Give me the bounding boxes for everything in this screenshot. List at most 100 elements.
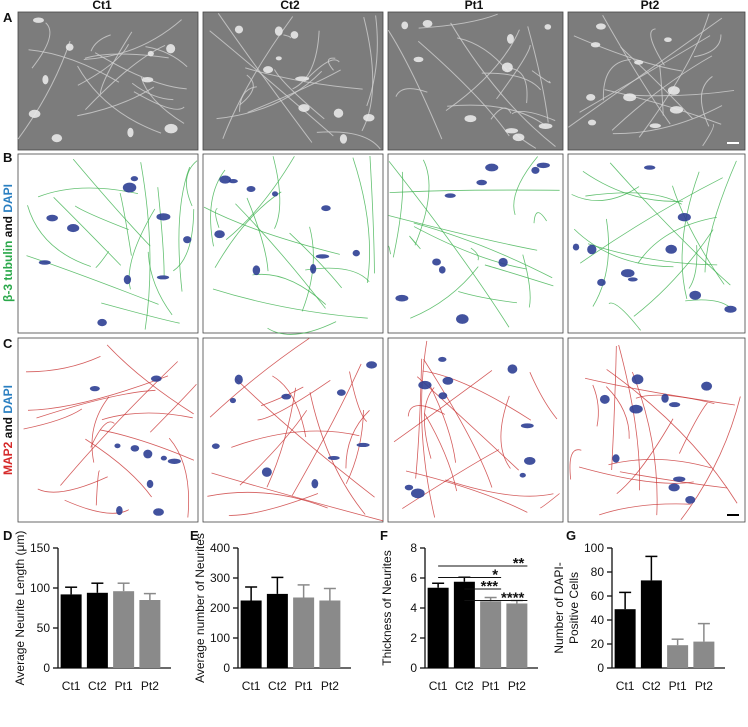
neurite [77,65,162,134]
x-tick-label: Ct2 [642,679,661,693]
cell [46,214,58,222]
neurite [445,479,554,497]
neurite [27,375,169,411]
cell [401,21,409,30]
cell [432,258,441,266]
cell [219,175,232,184]
bar [139,600,161,668]
neurite [85,44,166,111]
cell [661,393,669,403]
bar [266,593,288,668]
neurite [273,69,325,120]
cell [147,50,154,57]
bar [427,587,449,668]
image-panel [17,11,199,151]
significance-label: **** [501,590,525,607]
y-tick-label: 100 [210,631,230,645]
bar [667,645,689,668]
cell [442,376,454,385]
column-label: Pt2 [641,0,660,12]
cell [627,277,638,282]
cell [476,179,487,186]
y-tick-label: 2 [410,631,417,645]
neurite [612,105,723,135]
neurite [133,91,185,110]
neurite [393,370,493,443]
cell [38,260,51,265]
neurite [606,369,738,504]
cell [143,449,153,459]
x-tick-label: Pt2 [695,679,713,693]
neurite [283,34,292,39]
neurite [605,386,630,439]
cell [667,86,680,95]
neurite [257,379,331,421]
x-tick-label: Pt2 [141,679,159,693]
cell [51,134,63,143]
bar [113,591,135,668]
neurite [638,13,710,138]
neurite [207,491,328,509]
cell [246,185,256,192]
y-tick-label: 150 [30,541,50,555]
cell [363,114,375,122]
neurite [72,158,151,247]
cell [183,236,192,244]
neurite [616,418,674,495]
row-label: MAP2 and DAPI [1,385,15,475]
neurite [650,28,665,66]
neurite [389,189,560,194]
neurite [458,291,517,304]
image [17,337,199,523]
neurite [511,110,556,122]
cell [336,389,346,396]
cell [366,361,378,369]
cell [701,381,713,391]
x-tick-label: Ct2 [88,679,107,693]
significance-label: *** [481,578,499,595]
neurite [424,413,458,492]
neurite [470,247,479,261]
image-panel [17,337,199,523]
cell [438,392,448,400]
cell [418,380,432,390]
neurite [235,377,375,498]
cell [629,404,643,414]
neurite [529,372,558,420]
neurite [235,203,326,309]
neurite [678,402,708,454]
neurite [60,361,178,486]
cell [164,123,178,134]
neurite [64,499,130,514]
y-tick-label: 8 [410,541,417,555]
row-label-part: DAPI [1,184,15,213]
neurite [513,156,538,216]
cell [333,108,344,118]
image-panel [567,337,746,523]
bar [506,603,528,668]
neurite [672,185,725,285]
cell [512,133,525,142]
cell [166,44,176,54]
bar [319,600,341,668]
cell [281,393,292,400]
panel-label: G [566,528,576,543]
cell [274,26,283,36]
cell [146,479,154,489]
neurite [388,161,510,328]
image-panel [567,11,746,151]
cell [673,476,686,482]
cell [311,479,319,489]
y-tick-label: 50 [37,621,51,635]
cell [524,457,536,465]
x-tick-label: Ct1 [242,679,261,693]
neurite [168,437,190,518]
neurite [531,70,551,84]
row-label-part: MAP2 [1,441,15,475]
neurite [99,31,133,94]
y-axis-label: Number of DAPI- [552,562,566,653]
neurite [417,40,510,137]
cell [506,34,514,44]
panel-label: D [3,528,12,543]
